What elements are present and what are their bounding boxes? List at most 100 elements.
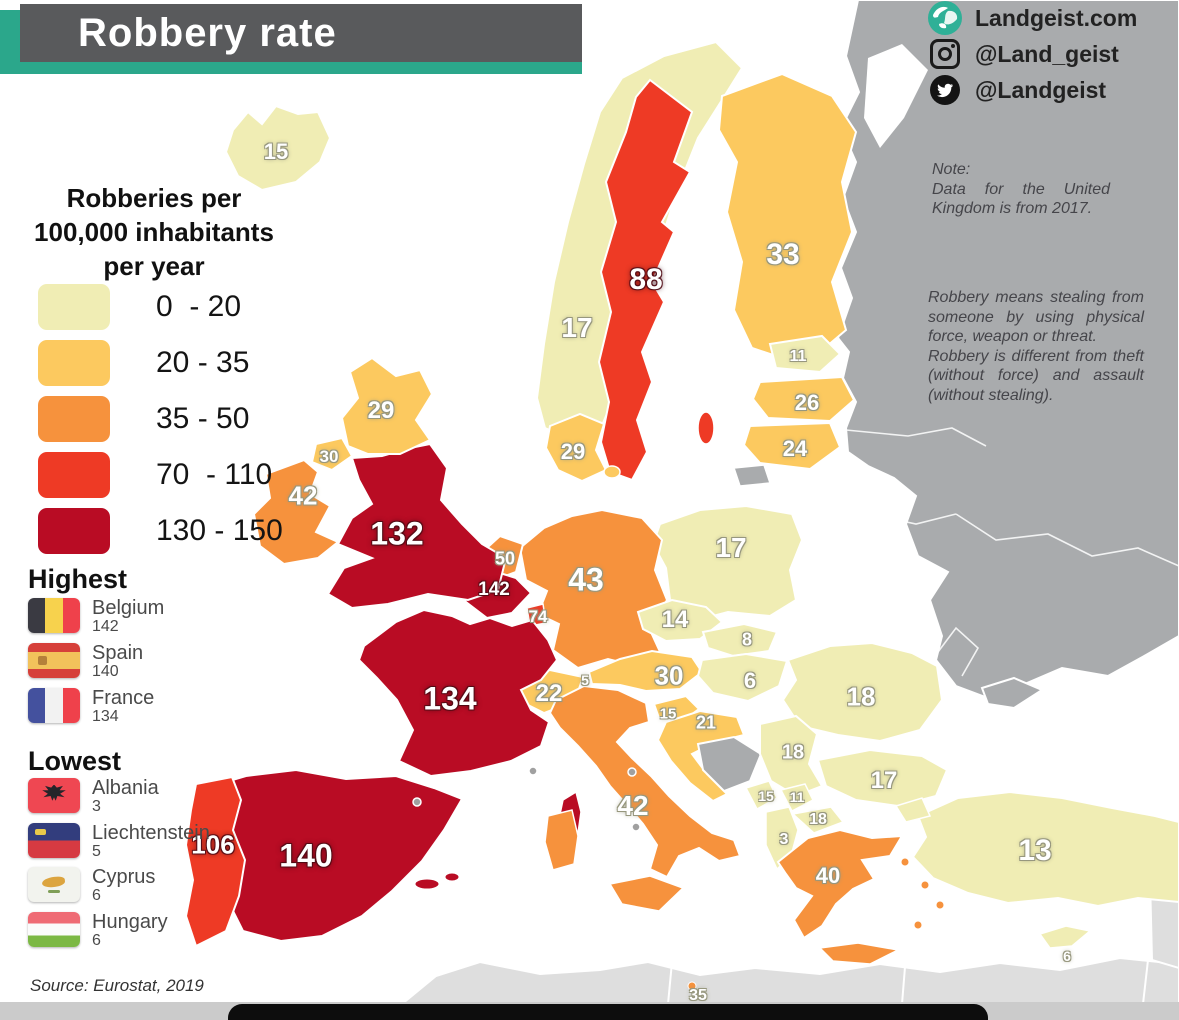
country-montenegro [744, 780, 778, 811]
legend-row-3: 70 - 110 [38, 452, 283, 498]
map-label-netherlands: 50 [494, 548, 516, 569]
map-label-bulgaria: 17 [870, 767, 898, 794]
rank-country-name: Spain [92, 642, 144, 664]
map-label-albania: 3 [779, 831, 789, 848]
country-malta [687, 981, 697, 991]
map-label-croatia: 21 [695, 712, 717, 733]
legend-swatch-1 [38, 340, 110, 386]
rank-country-name: Belgium [92, 597, 165, 619]
belgium-flag-icon [28, 598, 80, 633]
legend-range-3: 70 - 110 [156, 458, 273, 491]
rank-info: Hungary 6 [92, 910, 168, 950]
rank-row-hungary: Hungary 6 [28, 910, 168, 950]
map-label-portugal: 106 [191, 829, 235, 860]
map-label-cyprus: 6 [1063, 948, 1071, 964]
rank-country-value: 6 [92, 887, 101, 904]
rank-row-albania: Albania 3 [28, 778, 159, 816]
island-crete [818, 942, 901, 965]
country-portugal [184, 775, 247, 948]
country-greece [776, 828, 904, 940]
rank-country-name: Cyprus [92, 866, 156, 888]
country-iceland [224, 104, 332, 192]
white-sea [864, 44, 928, 148]
dot-monaco [528, 766, 538, 776]
highest-heading: Highest [28, 564, 128, 594]
rank-info: Liechtenstein 5 [92, 822, 210, 861]
albania-flag-icon [28, 778, 80, 813]
note-title: Note: [932, 161, 971, 178]
rank-country-value: 6 [92, 931, 101, 949]
twitter-handle: @Landgeist [975, 76, 1107, 103]
country-cyprus [1038, 925, 1092, 949]
country-ireland [252, 458, 340, 566]
island-sardinia [544, 809, 579, 871]
rank-country-value: 142 [92, 618, 119, 635]
country-england-wales [326, 442, 508, 610]
rank-country-name: Hungary [92, 910, 168, 933]
dot-andorra [412, 797, 422, 807]
bottom-rounded-bar [228, 1004, 988, 1020]
definition-line1: Robbery means stealing from someone by u… [928, 289, 1144, 346]
map-label-belgium: 142 [478, 579, 510, 600]
legend-swatch-0 [38, 284, 110, 330]
map-label-north-macedonia: 18 [809, 811, 827, 828]
country-italy [548, 684, 742, 879]
rank-row-cyprus: Cyprus 6 [28, 867, 155, 905]
legend-swatch-2 [38, 396, 110, 442]
rank-country-value: 134 [92, 708, 119, 725]
country-crimea [980, 676, 1045, 710]
hungary-flag-icon [28, 911, 80, 947]
cyprus-flag-icon [28, 867, 80, 902]
title-banner: Robbery rate [20, 4, 582, 62]
country-bosnia [696, 735, 763, 793]
map-label-northern-ireland: 30 [319, 447, 339, 466]
country-sweden [597, 78, 694, 482]
rank-info: Spain 140 [92, 643, 143, 681]
spain-flag-icon [28, 643, 80, 678]
map-label-greece: 40 [815, 863, 841, 888]
country-north-macedonia [791, 806, 845, 834]
rank-country-value: 140 [92, 663, 119, 680]
island-sicily [608, 875, 685, 912]
country-slovakia [701, 622, 779, 658]
region-north-africa [399, 956, 1179, 1005]
country-france [357, 608, 559, 778]
note-body: Data for the United Kingdom is from 2017… [932, 180, 1110, 218]
legend-swatch-4 [38, 508, 110, 554]
dot-san-marino [627, 767, 637, 777]
country-kaliningrad [732, 464, 772, 487]
map-label-scotland: 29 [367, 397, 395, 424]
map-label-austria: 30 [654, 660, 684, 691]
country-hungary [696, 652, 789, 703]
rank-info: France 134 [92, 688, 154, 726]
map-label-denmark: 29 [560, 439, 586, 464]
map-label-lithuania: 24 [782, 436, 808, 461]
country-poland [651, 504, 804, 623]
country-latvia [751, 375, 856, 423]
map-label-united-kingdom: 132 [370, 515, 424, 552]
instagram-handle: @Land_geist [975, 40, 1119, 67]
twitter-icon [927, 72, 963, 108]
instagram-icon [927, 36, 963, 72]
legend-row-4: 130 - 150 [38, 508, 283, 554]
internal-borders [801, 427, 1179, 677]
map-label-france: 134 [423, 680, 477, 717]
legend-title: Robberies per 100,000 inhabitants per ye… [34, 183, 274, 281]
map-label-slovenia: 15 [659, 705, 677, 723]
map-label-estonia: 11 [789, 348, 807, 365]
map-label-germany: 43 [568, 561, 604, 598]
rank-country-value: 5 [92, 842, 101, 860]
map-label-romania: 18 [846, 681, 876, 712]
map-label-iceland: 15 [263, 139, 289, 164]
country-finland [717, 72, 858, 362]
map-label-liechtenstein: 5 [581, 672, 589, 688]
country-scotland [340, 356, 434, 455]
page-title: Robbery rate [78, 10, 337, 55]
branding-instagram-row: @Land_geist [927, 36, 1165, 72]
map-label-ireland: 42 [288, 480, 318, 511]
robbery-definition: Robbery means stealing from someone by u… [928, 288, 1144, 405]
map-label-sweden: 88 [629, 263, 663, 296]
map-label-latvia: 26 [794, 390, 820, 415]
definition-line2: Robbery is different from theft (without… [928, 347, 1144, 404]
